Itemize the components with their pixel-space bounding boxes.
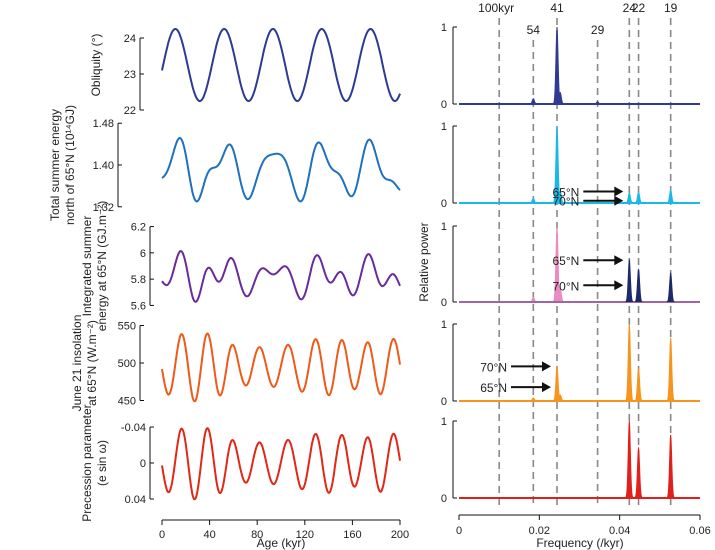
panel-total-summer-energy: 1.32 1.40 1.48 Total summer energy north of …	[48, 105, 401, 225]
age-x-tick-label: 200	[391, 529, 409, 541]
frequency-x-tick-label: 0.06	[689, 525, 710, 537]
spec-june21-insolation-annotation-0: 70°N	[480, 360, 507, 374]
age-x-tick-label: 0	[159, 529, 165, 541]
june21-insolation-y-tick-label: 450	[118, 396, 136, 408]
spec-obliquity-spectrum-0	[459, 26, 700, 105]
spec-total-summer-energy-annotation-arrowhead-0	[614, 186, 624, 197]
precession-parameter-curve	[161, 427, 401, 501]
frequency-x-tick-label: 0.04	[609, 525, 630, 537]
precession-parameter-y-label: (e sin ω)	[95, 440, 109, 486]
period-label-29: 29	[591, 23, 605, 37]
frequency-x-tick-label: 0	[456, 525, 462, 537]
spec-integrated-summer-energy-y-tick-label: 0	[441, 297, 447, 309]
spec-integrated-summer-energy-y-tick-label: 1	[441, 221, 447, 233]
spec-total-summer-energy-annotation-arrowhead-1	[614, 195, 624, 206]
period-label-24: 24	[623, 1, 637, 15]
integrated-summer-energy-y-label: Integrated summer	[80, 216, 94, 317]
total-summer-energy-curve	[161, 136, 401, 203]
spec-total-summer-energy-y-tick-label: 1	[441, 121, 447, 133]
june21-insolation-y-tick-label: 500	[118, 358, 136, 370]
total-summer-energy-y-label: Total summer energy	[48, 109, 62, 221]
spec-total-summer-energy-y-tick-label: 0	[441, 198, 447, 210]
june21-insolation-y-label: at 65°N (W.m⁻²)	[85, 320, 99, 406]
spec-june21-insolation-y-tick-label: 1	[441, 319, 447, 331]
total-summer-energy-y-tick-label: 1.48	[93, 118, 114, 130]
total-summer-energy-y-tick-label: 1.40	[93, 160, 114, 172]
spec-obliquity-y-tick-label: 0	[441, 99, 447, 111]
spec-total-summer-energy-annotation-1: 70°N	[552, 195, 579, 209]
frequency-x-axis: 0 0.02 0.04 0.06 Frequency (/kyr)	[456, 514, 711, 550]
precession-parameter-y-tick-label: 0.04	[125, 494, 146, 506]
spec-integrated-summer-energy-annotation-1: 70°N	[552, 279, 579, 293]
obliquity-y-label: Obliquity (°)	[89, 34, 103, 97]
panel-obliquity: 22 23 24 Obliquity (°)	[89, 28, 401, 117]
panel-spec-integrated-summer-energy: 0 1 65°N 70°N	[441, 221, 700, 309]
spec-june21-insolation-annotation-arrowhead-0	[542, 361, 552, 372]
precession-parameter-y-label: Precession parameter	[80, 404, 94, 521]
spec-june21-insolation-annotation-arrowhead-1	[542, 382, 552, 393]
panel-integrated-summer-energy: 5.6 5.8 6 6.2 Integrated summer energy at 65°…	[80, 201, 401, 332]
integrated-summer-energy-curve	[161, 250, 401, 303]
age-x-tick-label: 160	[343, 529, 361, 541]
spec-integrated-summer-energy-spectrum-0	[459, 227, 700, 303]
age-x-tick-label: 80	[251, 529, 263, 541]
obliquity-y-tick-label: 23	[124, 69, 136, 81]
panel-spec-obliquity: 01	[441, 22, 700, 111]
age-x-axis: 0 40 80 120 160 200 Age (kyr)	[159, 519, 409, 550]
precession-parameter-y-tick-label: -0.04	[121, 422, 146, 434]
panel-june21-insolation: 450 500 550 June 21 insolation at 65°N (W.m⁻…	[70, 315, 401, 412]
age-x-tick-label: 40	[203, 529, 215, 541]
spec-integrated-summer-energy-spectrum-1	[459, 258, 700, 303]
spec-obliquity-y-tick-label: 1	[441, 22, 447, 34]
spec-precession-spectrum-0	[459, 420, 700, 499]
relative-power-label: Relative power	[417, 222, 431, 301]
time-series-panels: 22 23 24 Obliquity (°) 1.32 1.40 1.48 Total sum…	[48, 28, 409, 550]
obliquity-y-tick-label: 24	[124, 33, 136, 45]
obliquity-curve	[161, 28, 401, 102]
spec-june21-insolation-y-tick-label: 0	[441, 396, 447, 408]
spec-integrated-summer-energy-annotation-arrowhead-1	[614, 280, 624, 291]
integrated-summer-energy-y-tick-label: 6.2	[131, 222, 146, 234]
june21-insolation-y-tick-label: 550	[118, 321, 136, 333]
spec-total-summer-energy-spectrum-0	[459, 125, 700, 204]
integrated-summer-energy-y-tick-label: 5.6	[131, 300, 146, 312]
total-summer-energy-y-tick-label: 1.32	[93, 202, 114, 214]
spec-june21-insolation-annotation-1: 65°N	[480, 381, 507, 395]
age-x-label: Age (kyr)	[257, 536, 306, 550]
june21-insolation-y-label: June 21 insolation	[70, 315, 84, 412]
june21-insolation-curve	[161, 332, 401, 403]
period-label-41: 41	[550, 1, 564, 15]
precession-parameter-y-tick-label: 0	[140, 458, 146, 470]
panel-spec-total-summer-energy: 0 1 65°N70°N	[441, 121, 700, 210]
spec-integrated-summer-energy-annotation-arrowhead-0	[614, 255, 624, 266]
obliquity-y-tick-label: 22	[124, 105, 136, 117]
integrated-summer-energy-y-tick-label: 6	[140, 248, 146, 260]
panel-precession-parameter: -0.04 0 0.04 Precession parameter (e sin ω)	[80, 404, 401, 522]
period-label-22: 22	[632, 1, 646, 15]
integrated-summer-energy-y-label: energy at 65°N (GJ.m⁻²)	[95, 201, 109, 332]
panel-spec-june21-insolation: 0 1 70°N 65°N	[441, 319, 700, 408]
period-label-19: 19	[664, 1, 678, 15]
frequency-x-tick-label: 0.02	[529, 525, 550, 537]
spec-total-summer-energy-annotation-0: 65°N	[552, 185, 579, 199]
period-label-54: 54	[527, 23, 541, 37]
spec-integrated-summer-energy-annotation-0: 65°N	[552, 254, 579, 268]
period-label-100kyr: 100kyr	[478, 1, 514, 15]
total-summer-energy-y-label: north of 65°N (10¹⁴GJ)	[63, 105, 77, 225]
spec-precession-y-tick-label: 1	[441, 416, 447, 428]
panel-spec-precession: 01	[441, 416, 700, 505]
spec-june21-insolation-spectrum-0	[459, 323, 700, 402]
integrated-summer-energy-y-tick-label: 5.8	[131, 274, 146, 286]
age-x-tick-label: 120	[296, 529, 314, 541]
spec-precession-y-tick-label: 0	[441, 493, 447, 505]
frequency-x-label: Frequency (/kyr)	[536, 536, 623, 550]
